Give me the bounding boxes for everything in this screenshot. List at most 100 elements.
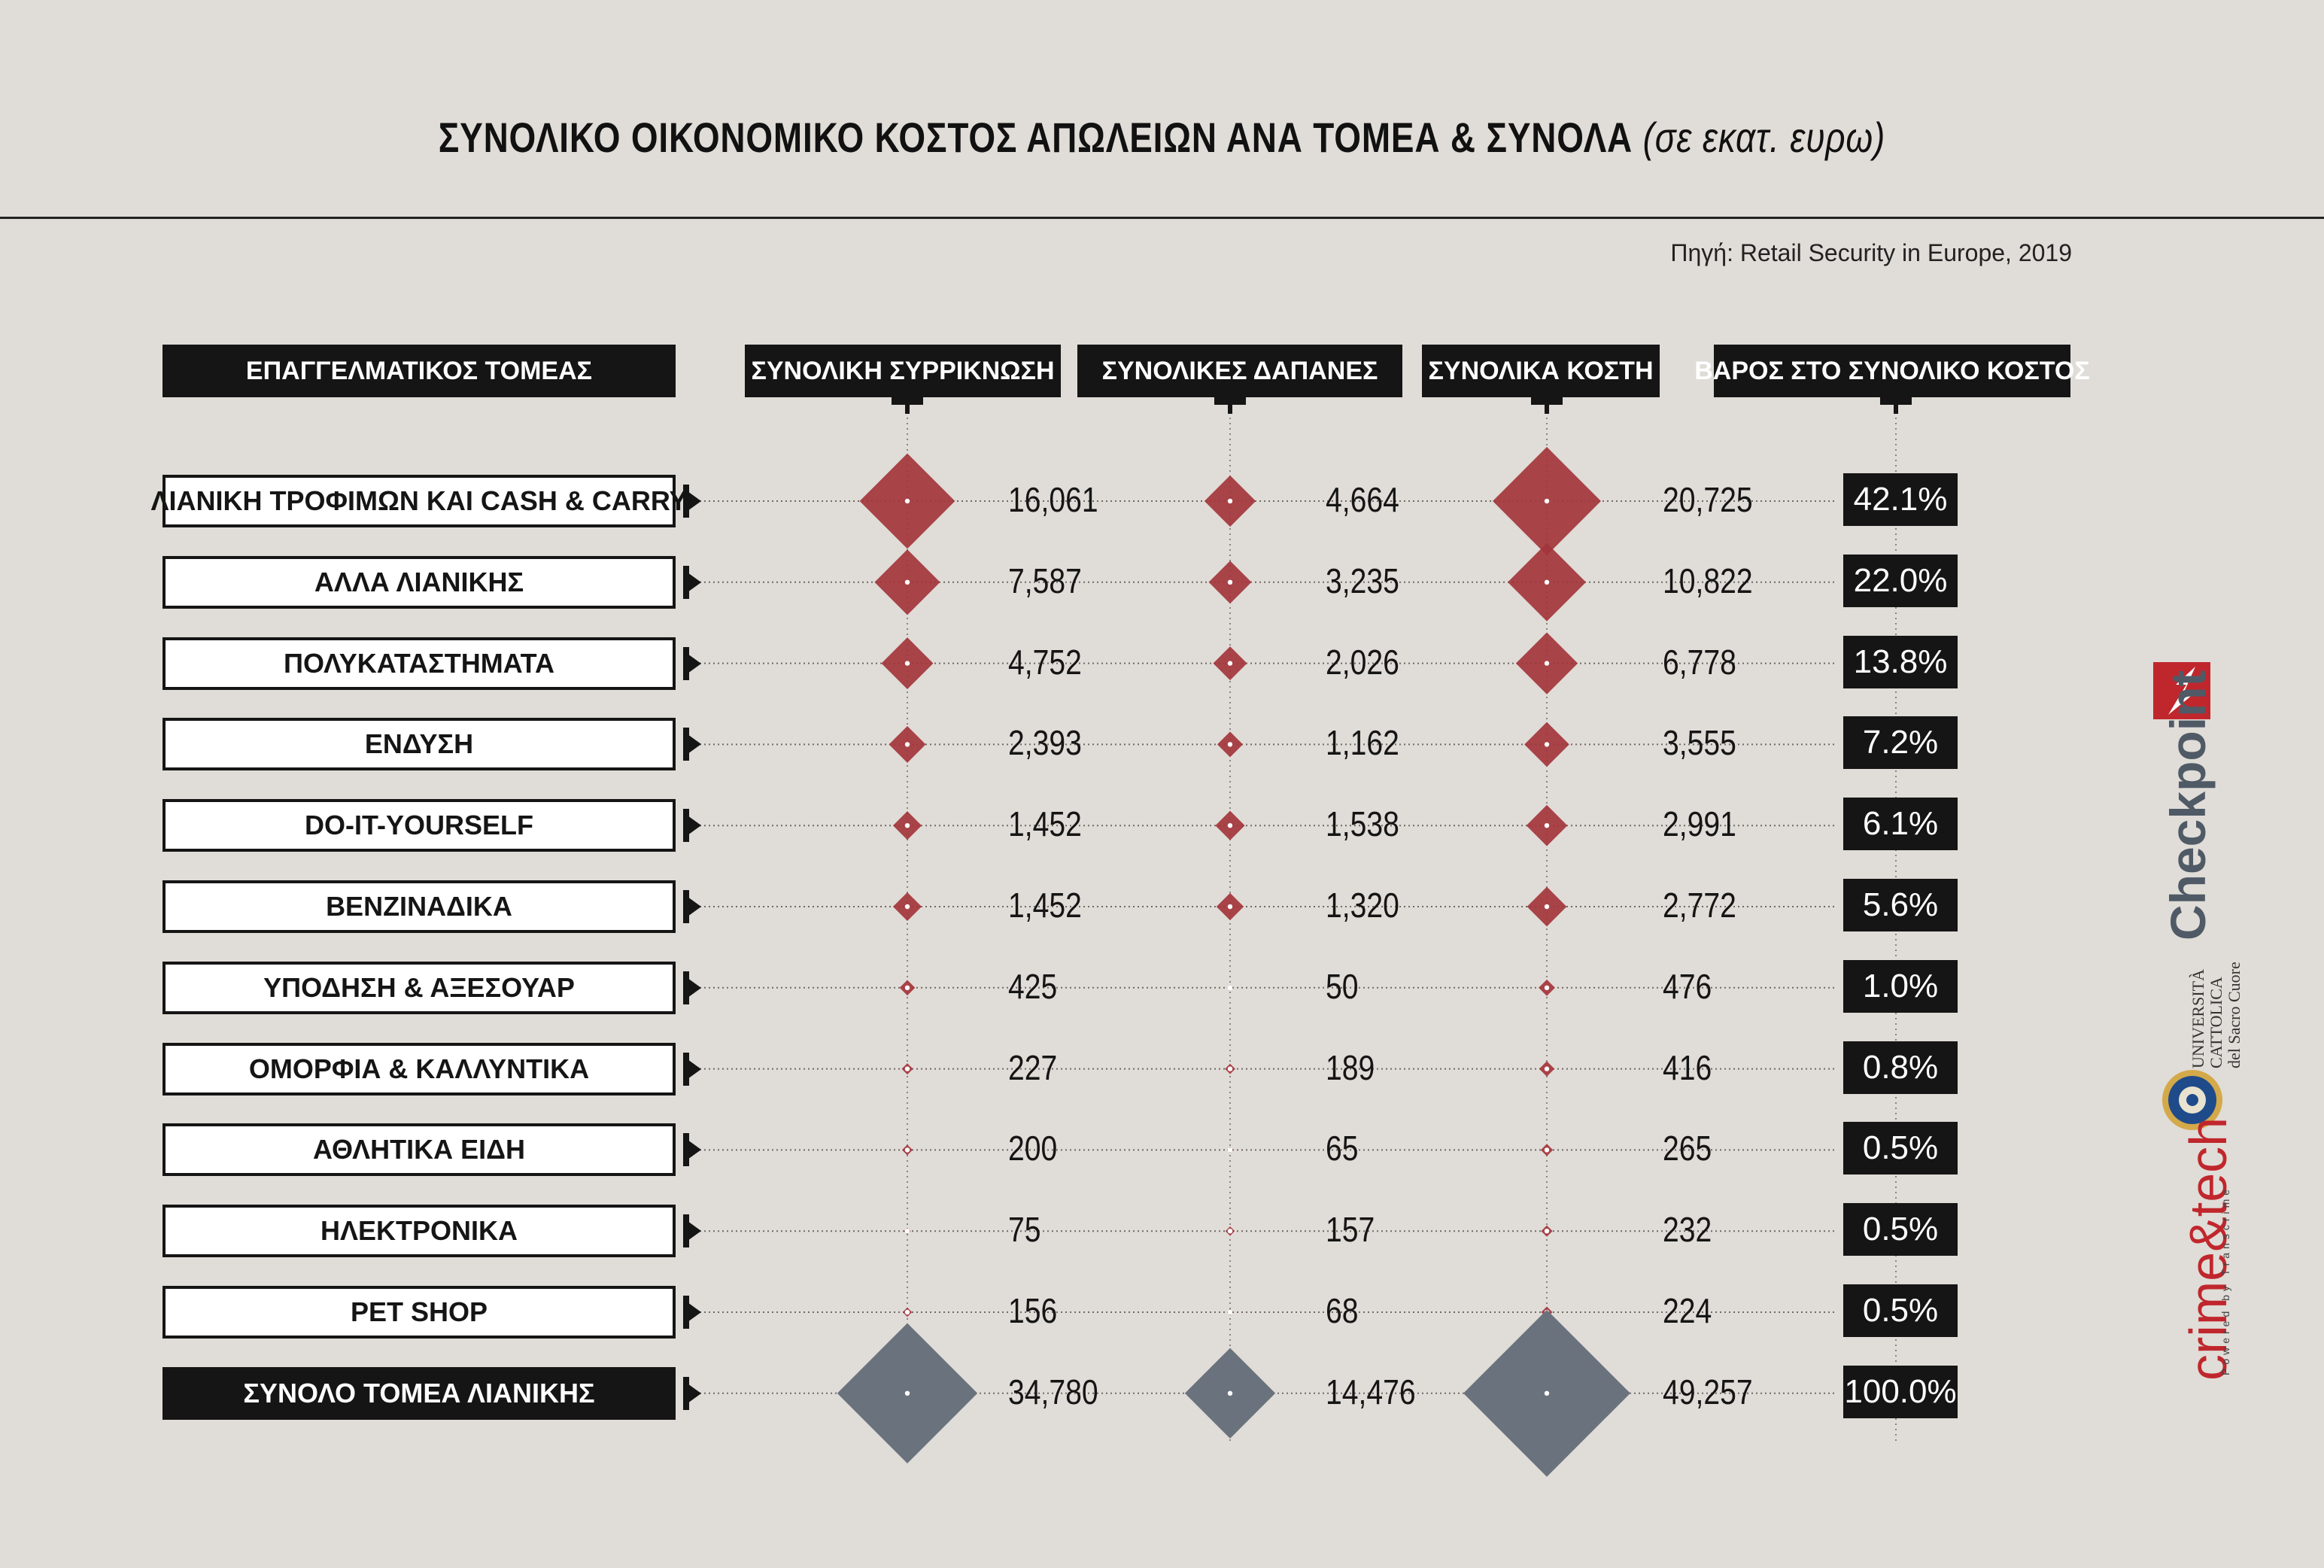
row-marker: [683, 809, 689, 843]
row-marker: [683, 728, 689, 761]
weight-value-label: 0.5%: [1843, 1203, 1958, 1257]
expenses-value-label: 68: [1326, 1291, 1359, 1330]
row-marker: [683, 971, 689, 1004]
weight-value-label: 5.6%: [1843, 879, 1958, 931]
costs-value-label: 6,778: [1663, 642, 1736, 682]
header-weight: ΒΑΡΟΣ ΣΤΟ ΣΥΝΟΛΙΚΟ ΚΟΣΤΟΣ: [1694, 345, 2090, 397]
shrinkage-value-label: 34,780: [1008, 1372, 1098, 1412]
header-tick-2: [1531, 397, 1563, 405]
expenses-value-label: 14,476: [1326, 1372, 1416, 1412]
weight-value-label: 100.0%: [1843, 1365, 1958, 1418]
sector-label: ΒΕΝΖΙΝΑΔΙΚΑ: [163, 880, 676, 933]
expenses-diamond-center: [1227, 1390, 1233, 1396]
row-marker: [683, 890, 689, 923]
row-marker-arrow: [688, 734, 701, 755]
expenses-value-label: 1,538: [1326, 804, 1399, 844]
header-shrinkage: ΣΥΝΟΛΙΚΗ ΣΥΡΡΙΚΝΩΣΗ: [745, 345, 1061, 397]
header-expenses: ΣΥΝΟΛΙΚΕΣ ΔΑΠΑΝΕΣ: [1077, 345, 1402, 397]
shrinkage-value-label: 1,452: [1008, 804, 1082, 844]
shrinkage-diamond-center: [904, 1309, 910, 1315]
row-marker: [683, 1214, 689, 1248]
costs-value-label: 49,257: [1663, 1372, 1753, 1412]
sector-label: ΑΛΛΑ ΛΙΑΝΙΚΗΣ: [163, 555, 676, 609]
header-tick-0: [892, 397, 923, 405]
shrinkage-value-label: 156: [1008, 1291, 1058, 1330]
weight-value-label: 0.8%: [1843, 1041, 1958, 1094]
expenses-diamond-center: [1227, 823, 1233, 828]
expenses-diamond-center: [1227, 498, 1233, 504]
costs-diamond-center: [1544, 579, 1550, 585]
ucsc-line-2: CATTOLICA: [2207, 977, 2225, 1068]
costs-value-label: 232: [1663, 1210, 1712, 1250]
shrinkage-diamond-center: [904, 985, 910, 991]
expenses-diamond-center: [1227, 579, 1233, 585]
header-stem-1: [1228, 403, 1232, 414]
costs-diamond-center: [1544, 904, 1550, 910]
expenses-diamond-center: [1227, 1309, 1233, 1315]
shrinkage-value-label: 2,393: [1008, 723, 1082, 763]
header-stem-0: [905, 403, 910, 414]
weight-value-label: 13.8%: [1843, 635, 1958, 688]
row-marker-arrow: [688, 1383, 701, 1403]
sector-label: ΑΘΛΗΤΙΚΑ ΕΙΔΗ: [163, 1123, 676, 1177]
costs-value-label: 265: [1663, 1129, 1712, 1168]
costs-diamond-center: [1544, 1229, 1550, 1234]
weight-value-label: 7.2%: [1843, 716, 1958, 770]
row-marker-arrow: [688, 572, 701, 592]
shrinkage-diamond-center: [904, 742, 910, 747]
expenses-diamond-center: [1227, 985, 1233, 991]
shrinkage-value-label: 16,061: [1008, 480, 1098, 519]
costs-diamond-center: [1544, 1390, 1550, 1396]
expenses-diamond-center: [1227, 742, 1233, 747]
sector-label: DO-IT-YOURSELF: [163, 799, 676, 852]
costs-diamond-center: [1544, 823, 1550, 828]
expenses-value-label: 3,235: [1326, 561, 1399, 600]
row-marker: [683, 1052, 689, 1086]
expenses-value-label: 157: [1326, 1210, 1375, 1250]
shrinkage-diamond-center: [904, 1066, 910, 1071]
costs-value-label: 10,822: [1663, 561, 1753, 600]
expenses-value-label: 2,026: [1326, 642, 1399, 682]
header-tick-1: [1214, 397, 1246, 405]
sector-label: ΗΛΕΚΤΡΟΝΙΚΑ: [163, 1205, 676, 1258]
expenses-value-label: 65: [1326, 1129, 1359, 1168]
expenses-value-label: 50: [1326, 966, 1359, 1006]
ucsc-line-1: UNIVERSITÀ: [2189, 969, 2207, 1068]
expenses-value-label: 4,664: [1326, 480, 1399, 519]
chart-title: ΣΥΝΟΛΙΚΟ ΟΙΚΟΝΟΜΙΚΟ ΚΟΣΤΟΣ ΑΠΩΛΕΙΩΝ ΑΝΑ …: [209, 113, 2115, 162]
row-marker-arrow: [688, 1059, 701, 1079]
shrinkage-value-label: 227: [1008, 1047, 1058, 1087]
weight-value-label: 22.0%: [1843, 554, 1958, 607]
shrinkage-value-label: 425: [1008, 966, 1058, 1006]
sector-label: ΛΙΑΝΙΚΗ ΤΡΟΦΙΜΩΝ ΚΑΙ CASH & CARRY: [150, 475, 688, 527]
weight-value-label: 42.1%: [1843, 473, 1958, 526]
expenses-value-label: 1,162: [1326, 723, 1399, 763]
costs-diamond-center: [1544, 742, 1550, 747]
header-tick-3: [1880, 397, 1912, 405]
sector-label: PET SHOP: [163, 1286, 676, 1339]
row-marker: [683, 1376, 689, 1410]
shrinkage-value-label: 200: [1008, 1129, 1058, 1168]
row-marker-arrow: [688, 1302, 701, 1322]
row-marker-arrow: [688, 816, 701, 836]
title-rule: [0, 217, 2324, 219]
header-stem-3: [1894, 403, 1898, 414]
sector-label: ΥΠΟΔΗΣΗ & ΑΞΕΣΟΥΑΡ: [163, 961, 676, 1014]
sector-label: ΕΝΔΥΣΗ: [163, 718, 676, 771]
costs-diamond-center: [1544, 985, 1550, 991]
weight-value-label: 6.1%: [1843, 798, 1958, 851]
crimetech-tagline: Powered by Transcrime: [2219, 1185, 2231, 1375]
shrinkage-value-label: 4,752: [1008, 642, 1082, 682]
sector-label: ΠΟΛΥΚΑΤΑΣΤΗΜΑΤΑ: [163, 637, 676, 690]
costs-diamond-center: [1544, 1066, 1550, 1071]
shrinkage-diamond-center: [904, 904, 910, 910]
costs-diamond-center: [1544, 498, 1550, 504]
shrinkage-diamond-center: [904, 579, 910, 585]
shrinkage-value-label: 1,452: [1008, 886, 1082, 925]
row-marker-arrow: [688, 1221, 701, 1241]
checkpoint-logo-mark: [2153, 662, 2210, 719]
expenses-diamond-center: [1227, 1066, 1233, 1071]
checkpoint-logo: Checkpoint: [2160, 670, 2216, 940]
